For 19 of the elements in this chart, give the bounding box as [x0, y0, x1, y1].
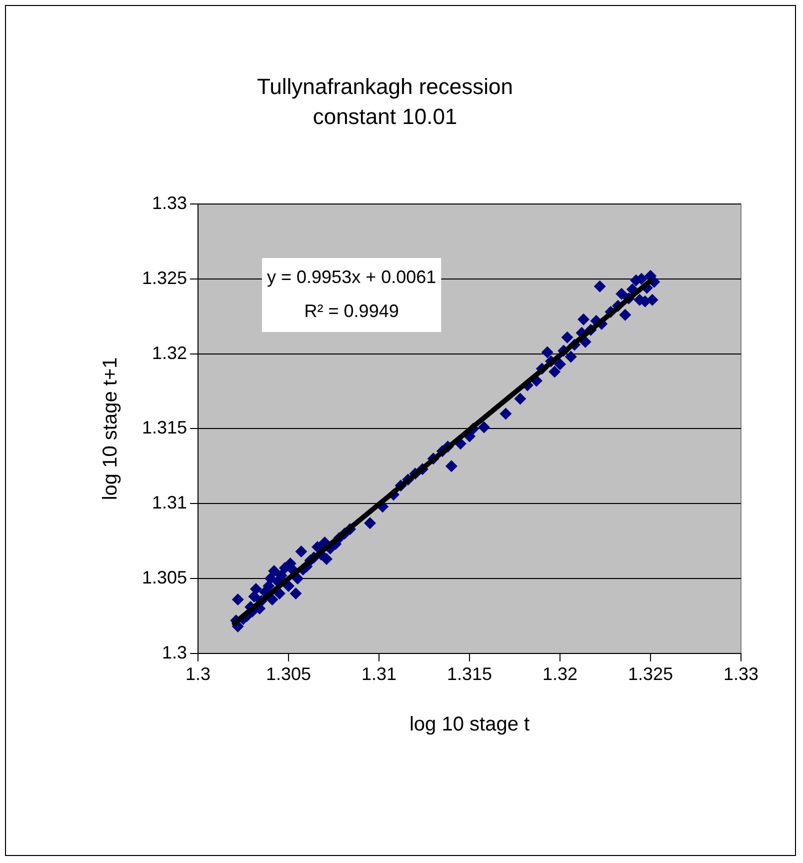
- x-tick-label: 1.305: [266, 664, 312, 684]
- y-tick-label: 1.3: [162, 642, 188, 662]
- x-tick-label: 1.32: [542, 664, 578, 684]
- x-tick-label: 1.31: [362, 664, 397, 684]
- x-tick-label: 1.3: [186, 664, 211, 684]
- x-tick-label: 1.315: [447, 664, 492, 684]
- y-tick-label: 1.305: [142, 567, 188, 588]
- x-axis-title: log 10 stage t: [409, 714, 530, 736]
- annotation: R² = 0.9949: [304, 300, 399, 321]
- y-tick-label: 1.325: [142, 268, 188, 288]
- y-tick-label: 1.33: [152, 192, 188, 213]
- y-axis-title: log 10 stage t+1: [100, 357, 122, 500]
- x-tick-label: 1.325: [628, 664, 674, 684]
- annotation: y = 0.9953x + 0.0061: [267, 266, 436, 287]
- y-tick-label: 1.315: [142, 418, 188, 438]
- y-tick-label: 1.31: [152, 492, 188, 513]
- y-tick-label: 1.32: [152, 342, 188, 363]
- chart-title: Tullynafrankagh recession constant 10.01: [256, 73, 514, 131]
- x-tick-label: 1.33: [723, 664, 759, 684]
